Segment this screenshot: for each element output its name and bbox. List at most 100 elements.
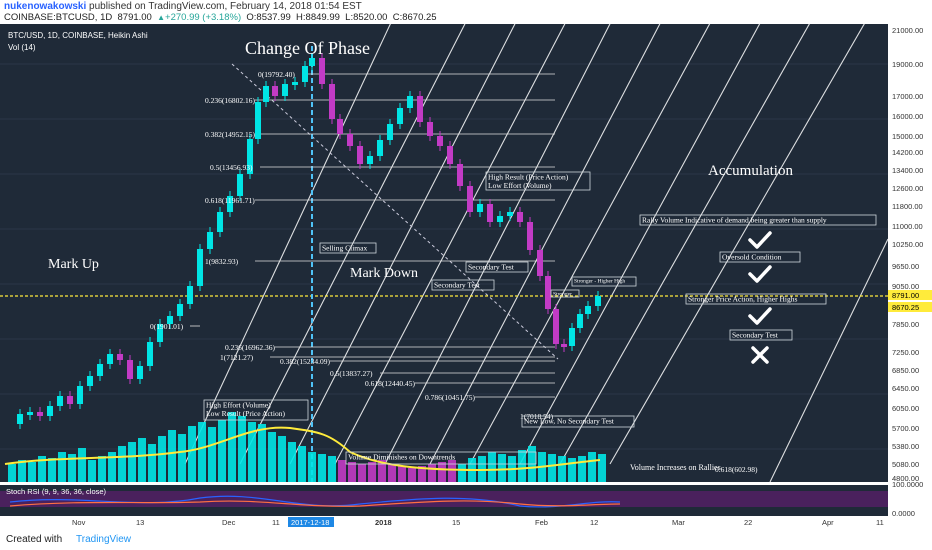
- accumulation-label: Accumulation: [708, 163, 793, 179]
- candle: [527, 222, 533, 250]
- y-tick-label: 15000.00: [892, 132, 923, 141]
- secondary-test-label-box: [729, 329, 793, 341]
- x-highlight: [288, 517, 334, 527]
- created-with-text: Created with: [6, 534, 63, 545]
- volume-bar: [388, 464, 396, 482]
- volume-bar: [178, 434, 186, 482]
- volume-bar: [488, 452, 496, 482]
- candle: [197, 249, 203, 286]
- volume-bar: [48, 458, 56, 482]
- ohlc-line: COINBASE:BTCUSD, 1D 8791.00 ▲+270.99 (+3…: [4, 12, 437, 23]
- volume-ma-line: [4, 426, 601, 472]
- high-value: H:8849.99: [296, 12, 340, 23]
- y-tick-label: 14200.00: [892, 148, 923, 157]
- candle: [577, 314, 583, 328]
- volume-bar: [158, 436, 166, 482]
- volume-bar: [298, 446, 306, 482]
- chart-canvas[interactable]: 0(19792.40) 0.236(16802.16) 0.382(14952.15…: [0, 24, 932, 528]
- volume-bar: [458, 464, 466, 482]
- new-low-label: New Low, No Secondary Test: [524, 417, 615, 426]
- stronger-higher-high-label-box: [571, 276, 637, 287]
- candle: [467, 186, 473, 212]
- volume-bar: [78, 448, 86, 482]
- fan-line: [429, 24, 661, 465]
- publish-line: nukenowakowski published on TradingView.…: [4, 1, 362, 12]
- candle: [117, 354, 123, 360]
- volume-bar: [238, 416, 246, 482]
- secondary-test-label: Secondary Test: [732, 331, 779, 340]
- price-tag-2: [888, 302, 932, 312]
- y-tick-label: 7850.00: [892, 320, 919, 329]
- candle: [595, 296, 601, 306]
- tradingview-logo[interactable]: TradingView: [76, 534, 132, 545]
- volume-bar: [378, 460, 386, 482]
- candle: [263, 86, 269, 102]
- rally-volume-label-box: [639, 214, 877, 226]
- x-tick-label: 11: [272, 518, 280, 527]
- change-of-phase-label: Change Of Phase: [245, 38, 370, 58]
- volume-bar: [398, 466, 406, 482]
- candle: [282, 84, 288, 96]
- x-tick-label: Apr: [822, 518, 834, 527]
- y-tick-label: 6450.00: [892, 384, 919, 393]
- volume-bar: [258, 424, 266, 482]
- x-tick-label: Feb: [535, 518, 548, 527]
- candle: [407, 96, 413, 108]
- secondary-test-label: Secondary Test: [468, 263, 515, 272]
- candle: [17, 414, 23, 424]
- volume-bar: [578, 456, 586, 482]
- y-tick-label: 21000.00: [892, 26, 923, 35]
- volume-indicator-label: Vol (14): [8, 43, 36, 52]
- candle: [427, 122, 433, 136]
- candle: [497, 216, 503, 222]
- symbol-label: COINBASE:BTCUSD, 1D: [4, 12, 113, 23]
- high-effort-label: High Effort (Volume): [206, 401, 271, 410]
- volume-bar: [198, 422, 206, 482]
- x-tick-label: Dec: [222, 518, 236, 527]
- volume-bar: [348, 462, 356, 482]
- volume-bar: [568, 458, 576, 482]
- last-price: 8791.00: [117, 12, 152, 23]
- candle: [553, 309, 559, 344]
- candle: [302, 66, 308, 82]
- rsi-tick-label: 0.0000: [892, 509, 915, 518]
- candle: [187, 286, 193, 304]
- candle: [517, 212, 523, 222]
- fib-label: 0.618(12440.45): [365, 379, 415, 388]
- high-result-label-box: [485, 171, 591, 191]
- publish-header: nukenowakowski published on TradingView.…: [0, 0, 932, 24]
- volume-bar: [138, 438, 146, 482]
- volume-bar: [308, 452, 316, 482]
- volume-bar: [418, 466, 426, 482]
- candle: [585, 306, 591, 314]
- candle: [507, 212, 513, 216]
- candle: [157, 324, 163, 342]
- volume-bar: [598, 454, 606, 482]
- candle: [237, 174, 243, 196]
- volume-diminishes-label-box: [345, 451, 537, 465]
- stronger-label: Stronger: [553, 292, 572, 298]
- candle: [127, 360, 133, 379]
- fan-line: [519, 24, 761, 465]
- candle: [357, 146, 363, 164]
- candle: [107, 354, 113, 364]
- candle: [27, 412, 33, 415]
- candle: [77, 386, 83, 404]
- y-tick-label: 10250.00: [892, 240, 923, 249]
- y-tick-label: 11800.00: [892, 202, 923, 211]
- oversold-label: Oversold Condition: [722, 253, 782, 262]
- y-tick-label: 19000.00: [892, 60, 923, 69]
- candle: [47, 406, 53, 416]
- candle: [309, 58, 315, 66]
- fan-line: [184, 24, 391, 465]
- y-tick-label: 7250.00: [892, 348, 919, 357]
- volume-bar: [338, 460, 346, 482]
- candle: [137, 366, 143, 379]
- candle: [247, 139, 253, 174]
- y-tick-label: 9050.00: [892, 282, 919, 291]
- author-link[interactable]: nukenowakowski: [4, 1, 87, 12]
- candle: [319, 58, 325, 84]
- y-tick-label: 4800.00: [892, 474, 919, 483]
- candle: [417, 96, 423, 122]
- fib-label: 0(1901.01): [150, 322, 184, 331]
